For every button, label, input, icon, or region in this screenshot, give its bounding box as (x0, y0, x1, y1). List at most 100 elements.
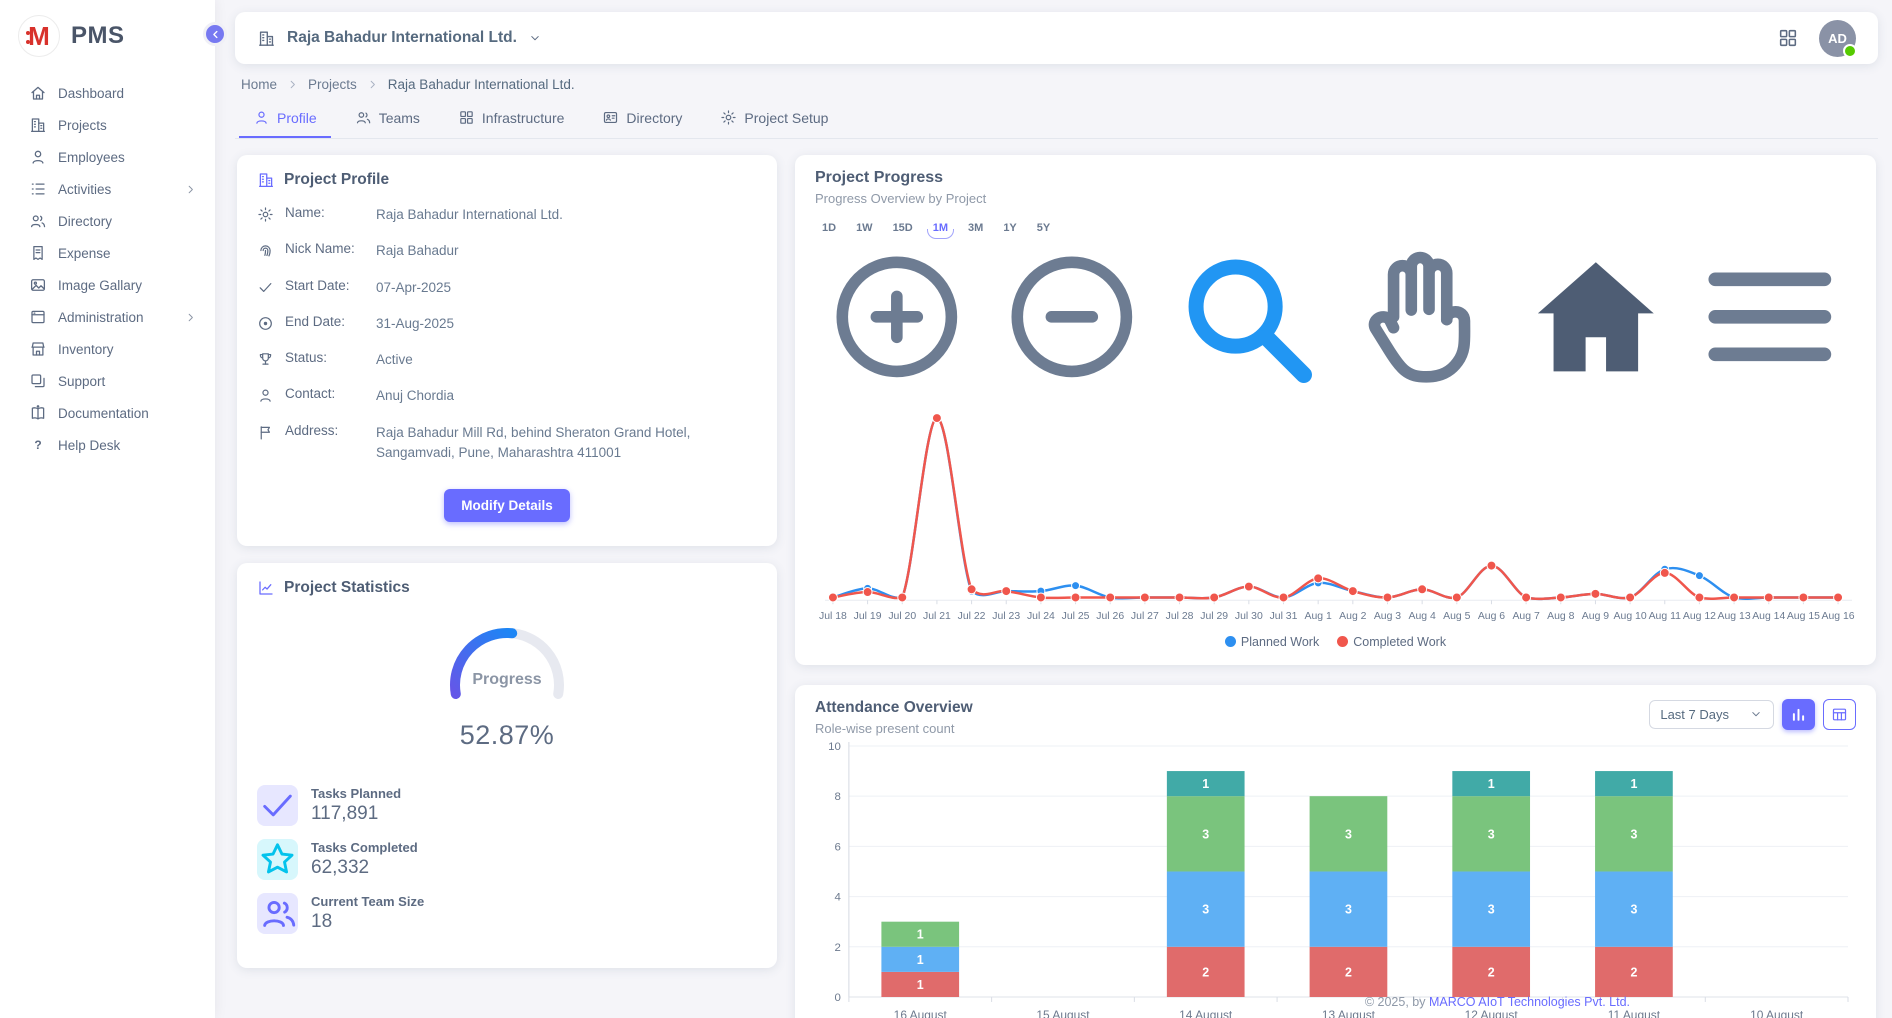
legend-item-planned-work[interactable]: Planned Work (1225, 635, 1319, 649)
sidebar-item-inventory[interactable]: Inventory (0, 333, 215, 365)
stat-item-tasks-planned: Tasks Planned117,891 (257, 785, 757, 826)
field-label: Contact: (285, 386, 365, 401)
attendance-stacked-bar-chart[interactable]: 024681016 August11115 August14 August233… (815, 736, 1856, 1018)
modify-details-button[interactable]: Modify Details (444, 489, 570, 522)
tab-profile[interactable]: Profile (239, 101, 331, 138)
svg-text:Aug 10: Aug 10 (1614, 611, 1647, 622)
sidebar-item-administration[interactable]: Administration (0, 301, 215, 333)
sidebar-item-support[interactable]: Support (0, 365, 215, 397)
range-3m-button[interactable]: 3M (961, 219, 990, 239)
svg-text:?: ? (34, 438, 41, 452)
svg-text:3: 3 (1202, 902, 1209, 916)
legend-label: Planned Work (1241, 635, 1319, 649)
field-label: Name: (285, 205, 365, 220)
sidebar-item-label: Expense (58, 246, 111, 261)
attendance-range-select[interactable]: Last 7 Days (1649, 700, 1774, 729)
svg-text:3: 3 (1488, 827, 1495, 841)
toolbar-house-button[interactable] (1514, 235, 1678, 399)
tab-label: Teams (379, 110, 420, 126)
profile-field-address: Address:Raja Bahadur Mill Rd, behind She… (257, 423, 757, 464)
stat-item-tasks-completed: Tasks Completed62,332 (257, 839, 757, 880)
tab-infrastructure[interactable]: Infrastructure (444, 101, 578, 138)
field-value: 07-Apr-2025 (376, 278, 451, 298)
sidebar-item-projects[interactable]: Projects (0, 109, 215, 141)
chev-left-icon (209, 28, 222, 41)
toolbar-menu-button[interactable] (1688, 235, 1852, 399)
building-icon (257, 171, 275, 189)
legend-label: Completed Work (1353, 635, 1446, 649)
menu-icon (1688, 235, 1852, 399)
project-progress-line-chart[interactable]: Jul 18Jul 19Jul 20Jul 21Jul 22Jul 23Jul … (815, 399, 1856, 630)
sidebar-item-label: Image Gallary (58, 278, 142, 293)
toolbar-zoom-in-button[interactable] (815, 235, 979, 399)
table-view-button[interactable] (1823, 699, 1856, 730)
range-1d-button[interactable]: 1D (815, 219, 843, 239)
sidebar-menu: Dashboard Projects Employees ActivitiesDire… (0, 73, 215, 461)
tab-directory[interactable]: Directory (588, 101, 696, 138)
home-icon (29, 84, 47, 102)
line-chart-legend: Planned Work Completed Work (815, 630, 1856, 657)
toolbar-hand-button[interactable] (1339, 235, 1503, 399)
range-1m-button[interactable]: 1M (926, 219, 955, 239)
svg-text:3: 3 (1488, 902, 1495, 916)
project-statistics-card: Project Statistics Progress 52.87% Tasks… (237, 563, 777, 968)
sidebar-item-employees[interactable]: Employees (0, 141, 215, 173)
svg-text:Aug 16: Aug 16 (1822, 611, 1855, 622)
progress-chart-subtitle: Progress Overview by Project (815, 191, 1856, 206)
svg-text:Aug 7: Aug 7 (1512, 611, 1539, 622)
sidebar-item-image-gallary[interactable]: Image Gallary (0, 269, 215, 301)
range-15d-button[interactable]: 15D (886, 219, 920, 239)
tab-label: Profile (277, 110, 317, 126)
gear-icon (257, 206, 274, 223)
chev-down-icon (528, 31, 542, 45)
svg-text:1: 1 (917, 953, 924, 967)
profile-fields: Name:Raja Bahadur International Ltd.Nick… (257, 205, 757, 463)
svg-text:Aug 11: Aug 11 (1649, 611, 1682, 622)
svg-text:1: 1 (1630, 777, 1637, 791)
legend-item-completed-work[interactable]: Completed Work (1337, 635, 1446, 649)
logo-letter: M (28, 21, 50, 52)
toolbar-zoom-out-button[interactable] (990, 235, 1154, 399)
chart-view-button[interactable] (1782, 699, 1815, 730)
sidebar-item-help-desk[interactable]: ?Help Desk (0, 429, 215, 461)
gauge-value: 52.87% (392, 720, 622, 751)
range-5y-button[interactable]: 5Y (1030, 219, 1057, 239)
check-icon (257, 279, 274, 296)
svg-text:Aug 14: Aug 14 (1752, 611, 1785, 622)
svg-text:Jul 30: Jul 30 (1235, 611, 1263, 622)
company-selector[interactable]: Raja Bahadur International Ltd. (257, 29, 542, 48)
range-1y-button[interactable]: 1Y (996, 219, 1023, 239)
sidebar-item-label: Employees (58, 150, 125, 165)
tab-teams[interactable]: Teams (341, 101, 434, 138)
app-logo[interactable]: M PMS (0, 0, 215, 73)
sidebar-item-directory[interactable]: Directory (0, 205, 215, 237)
stat-value: 117,891 (311, 803, 401, 825)
breadcrumb-item-home[interactable]: Home (241, 77, 277, 92)
building-icon (257, 29, 276, 48)
sidebar-item-activities[interactable]: Activities (0, 173, 215, 205)
grid-icon (1777, 27, 1799, 49)
sidebar-item-documentation[interactable]: Documentation (0, 397, 215, 429)
range-1w-button[interactable]: 1W (849, 219, 880, 239)
stat-label: Current Team Size (311, 894, 424, 909)
person-icon (257, 387, 274, 404)
svg-text:2: 2 (1488, 965, 1495, 979)
book-icon (29, 404, 47, 422)
copyright-text: © 2025, by (1365, 995, 1426, 1009)
sidebar-collapse-button[interactable] (203, 22, 227, 46)
sidebar-item-dashboard[interactable]: Dashboard (0, 77, 215, 109)
company-link[interactable]: MARCO AIoT Technologies Pvt. Ltd. (1429, 995, 1630, 1009)
user-avatar[interactable]: AD (1819, 20, 1856, 57)
chart-line-icon (257, 579, 275, 597)
field-value: Raja Bahadur (376, 241, 459, 261)
apps-grid-button[interactable] (1777, 27, 1799, 49)
breadcrumb-item-projects[interactable]: Projects (308, 77, 357, 92)
chart-line-icon (257, 579, 275, 597)
sidebar-item-label: Projects (58, 118, 107, 133)
tab-project-setup[interactable]: Project Setup (706, 101, 842, 138)
card-icon (602, 109, 619, 126)
svg-text:Jul 29: Jul 29 (1200, 611, 1228, 622)
attendance-subtitle: Role-wise present count (815, 721, 973, 736)
sidebar-item-expense[interactable]: Expense (0, 237, 215, 269)
toolbar-magnifier-button[interactable] (1164, 235, 1328, 399)
